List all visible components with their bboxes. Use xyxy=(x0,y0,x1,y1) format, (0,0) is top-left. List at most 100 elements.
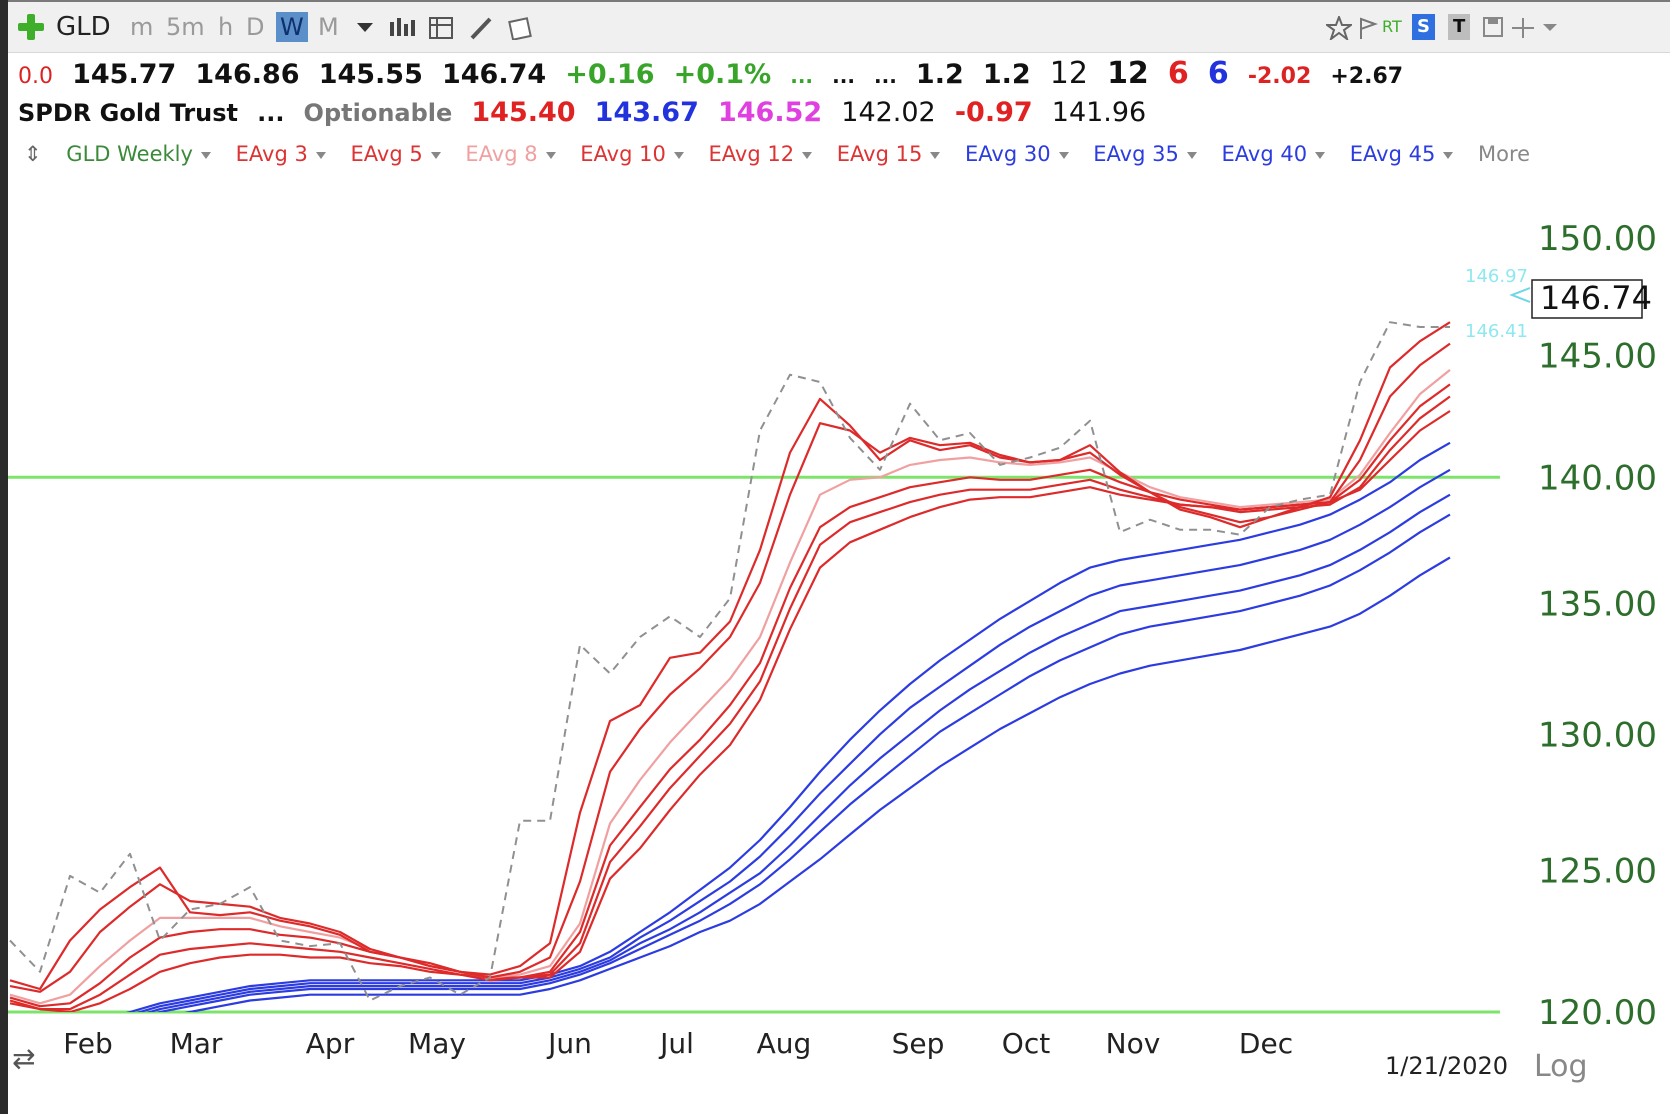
eavg-10-line xyxy=(9,383,1451,1008)
price-series-line xyxy=(9,321,1450,1002)
eavg-8-line xyxy=(9,369,1451,1005)
legend-eavg-45[interactable]: EAvg 45 xyxy=(1350,142,1454,166)
x-tick-label: Nov xyxy=(1106,1027,1161,1060)
y-tick-label: 125.00 xyxy=(1538,851,1657,891)
y-tick-label: 140.00 xyxy=(1538,458,1657,498)
move-icon[interactable] xyxy=(1510,16,1534,38)
legend-eavg-3[interactable]: EAvg 3 xyxy=(236,142,326,166)
legend-collapse-icon[interactable]: ⇕ xyxy=(24,142,42,166)
x-tick-label: Jun xyxy=(546,1027,592,1060)
rt-icon[interactable]: RT xyxy=(1382,17,1402,36)
window-top-border xyxy=(0,0,1670,2)
legend-eavg-35[interactable]: EAvg 35 xyxy=(1093,142,1197,166)
legend-eavg-10[interactable]: EAvg 10 xyxy=(580,142,684,166)
last-price-label: 146.74 xyxy=(1540,279,1652,317)
eavg-40-line xyxy=(146,493,1451,1012)
legend-eavg-15[interactable]: EAvg 15 xyxy=(837,142,941,166)
horizontal-lines xyxy=(8,475,1500,1014)
low-price-label: 146.41 xyxy=(1465,321,1528,342)
legend-eavg-5[interactable]: EAvg 5 xyxy=(351,142,441,166)
window-left-border xyxy=(0,0,8,1114)
eavg-12-line xyxy=(9,395,1451,1011)
eavg-30-line xyxy=(126,441,1451,1012)
indicators-icon[interactable] xyxy=(428,16,453,39)
legend-eavg-30[interactable]: EAvg 30 xyxy=(965,142,1069,166)
quote-ellipsis: ... xyxy=(257,99,285,127)
eavg-3-line xyxy=(9,321,1451,991)
quote-row-2: SPDR Gold Trust ... Optionable 145.40 14… xyxy=(18,97,1160,133)
optionable-label: Optionable xyxy=(303,99,453,127)
quote-field-9: 6 xyxy=(1207,56,1229,91)
quote-percent-change: +0.1% xyxy=(673,59,772,90)
legend-more-button[interactable]: More xyxy=(1478,142,1531,166)
x-tick-label: Oct xyxy=(1002,1027,1050,1060)
draw-pencil-icon[interactable] xyxy=(468,16,492,40)
period-hour[interactable]: h xyxy=(218,13,234,41)
x-tick-label: Apr xyxy=(306,1027,355,1060)
y-tick-label: 150.00 xyxy=(1538,219,1657,259)
x-tick-label: Aug xyxy=(757,1027,812,1060)
quote-field-3: ... xyxy=(874,64,897,88)
legend-eavg-12[interactable]: EAvg 12 xyxy=(709,142,813,166)
window-menu-icon[interactable] xyxy=(1540,16,1564,38)
price-range-marker xyxy=(1509,287,1531,303)
quote-value-red: 145.40 xyxy=(471,97,576,128)
quote-field-10: -2.02 xyxy=(1247,64,1312,89)
log-scale-toggle[interactable]: Log xyxy=(1534,1049,1588,1084)
quote-value-last: 141.96 xyxy=(1051,97,1147,128)
x-tick-label: Jul xyxy=(658,1027,694,1060)
date-label: 1/21/2020 xyxy=(1385,1052,1508,1080)
security-name: SPDR Gold Trust xyxy=(18,99,238,127)
legend-price-series[interactable]: GLD Weekly xyxy=(66,142,211,166)
s-icon[interactable]: S xyxy=(1412,14,1435,40)
x-axis: Feb Mar Apr May Jun Jul Aug Sep Oct Nov Dec xyxy=(63,1027,1293,1060)
flag-icon[interactable] xyxy=(1358,16,1382,39)
chart-toolbar: GLD m 5m h D W M RT S T xyxy=(8,2,1670,53)
period-5-minute[interactable]: 5m xyxy=(166,13,205,41)
x-tick-label: Sep xyxy=(892,1027,945,1060)
x-tick-label: Mar xyxy=(170,1027,223,1060)
chart-series xyxy=(9,321,1451,1012)
eavg-45-line xyxy=(156,513,1451,1012)
quote-open: 145.77 xyxy=(72,59,177,90)
quote-value-change: -0.97 xyxy=(954,97,1033,128)
legend-eavg-8[interactable]: EAvg 8 xyxy=(465,142,556,166)
quote-field-8: 6 xyxy=(1167,56,1189,91)
last-price-marker: 146.74 146.97 146.41 xyxy=(1465,266,1652,342)
period-day[interactable]: D xyxy=(246,13,265,41)
period-week[interactable]: W xyxy=(276,12,308,42)
y-tick-label: 120.00 xyxy=(1538,993,1657,1033)
quote-row-1: 0.0 145.77 146.86 145.55 146.74 +0.16 +0… xyxy=(18,56,1417,92)
refresh-icon[interactable]: ⇄ xyxy=(12,1042,35,1075)
quote-value-magenta: 146.52 xyxy=(717,97,823,128)
quote-field-11: +2.67 xyxy=(1330,64,1404,89)
quote-field-7: 12 xyxy=(1107,56,1149,91)
quote-low: 145.55 xyxy=(318,59,423,90)
chart-type-icon[interactable] xyxy=(388,16,415,38)
star-icon[interactable] xyxy=(1323,14,1355,42)
indicator-legend: ⇕ GLD Weekly EAvg 3 EAvg 5 EAvg 8 EAvg 1… xyxy=(24,142,1548,172)
t-icon[interactable]: T xyxy=(1448,14,1471,40)
x-tick-label: Dec xyxy=(1239,1027,1293,1060)
last-price-box xyxy=(1531,279,1643,319)
symbol-input[interactable]: GLD xyxy=(56,12,111,42)
save-icon[interactable] xyxy=(1482,16,1506,38)
quote-value-plain: 142.02 xyxy=(841,97,936,128)
notes-icon[interactable] xyxy=(508,16,532,41)
period-dropdown-icon[interactable] xyxy=(353,16,377,38)
period-month[interactable]: M xyxy=(318,13,339,41)
legend-eavg-40[interactable]: EAvg 40 xyxy=(1222,142,1326,166)
quote-value-blue: 143.67 xyxy=(594,97,699,128)
quote-field-4: 1.2 xyxy=(915,59,964,90)
high-price-label: 146.97 xyxy=(1465,266,1528,287)
quote-net-change: +0.16 xyxy=(565,59,655,90)
y-tick-label: 135.00 xyxy=(1538,584,1657,624)
eavg-50-line xyxy=(184,556,1451,1012)
add-symbol-icon[interactable] xyxy=(18,14,44,40)
y-tick-label: 130.00 xyxy=(1538,715,1657,755)
quote-field-5: 1.2 xyxy=(982,59,1031,90)
quote-last: 146.74 xyxy=(441,59,547,90)
period-minute[interactable]: m xyxy=(130,13,154,41)
quote-high: 146.86 xyxy=(195,59,300,90)
